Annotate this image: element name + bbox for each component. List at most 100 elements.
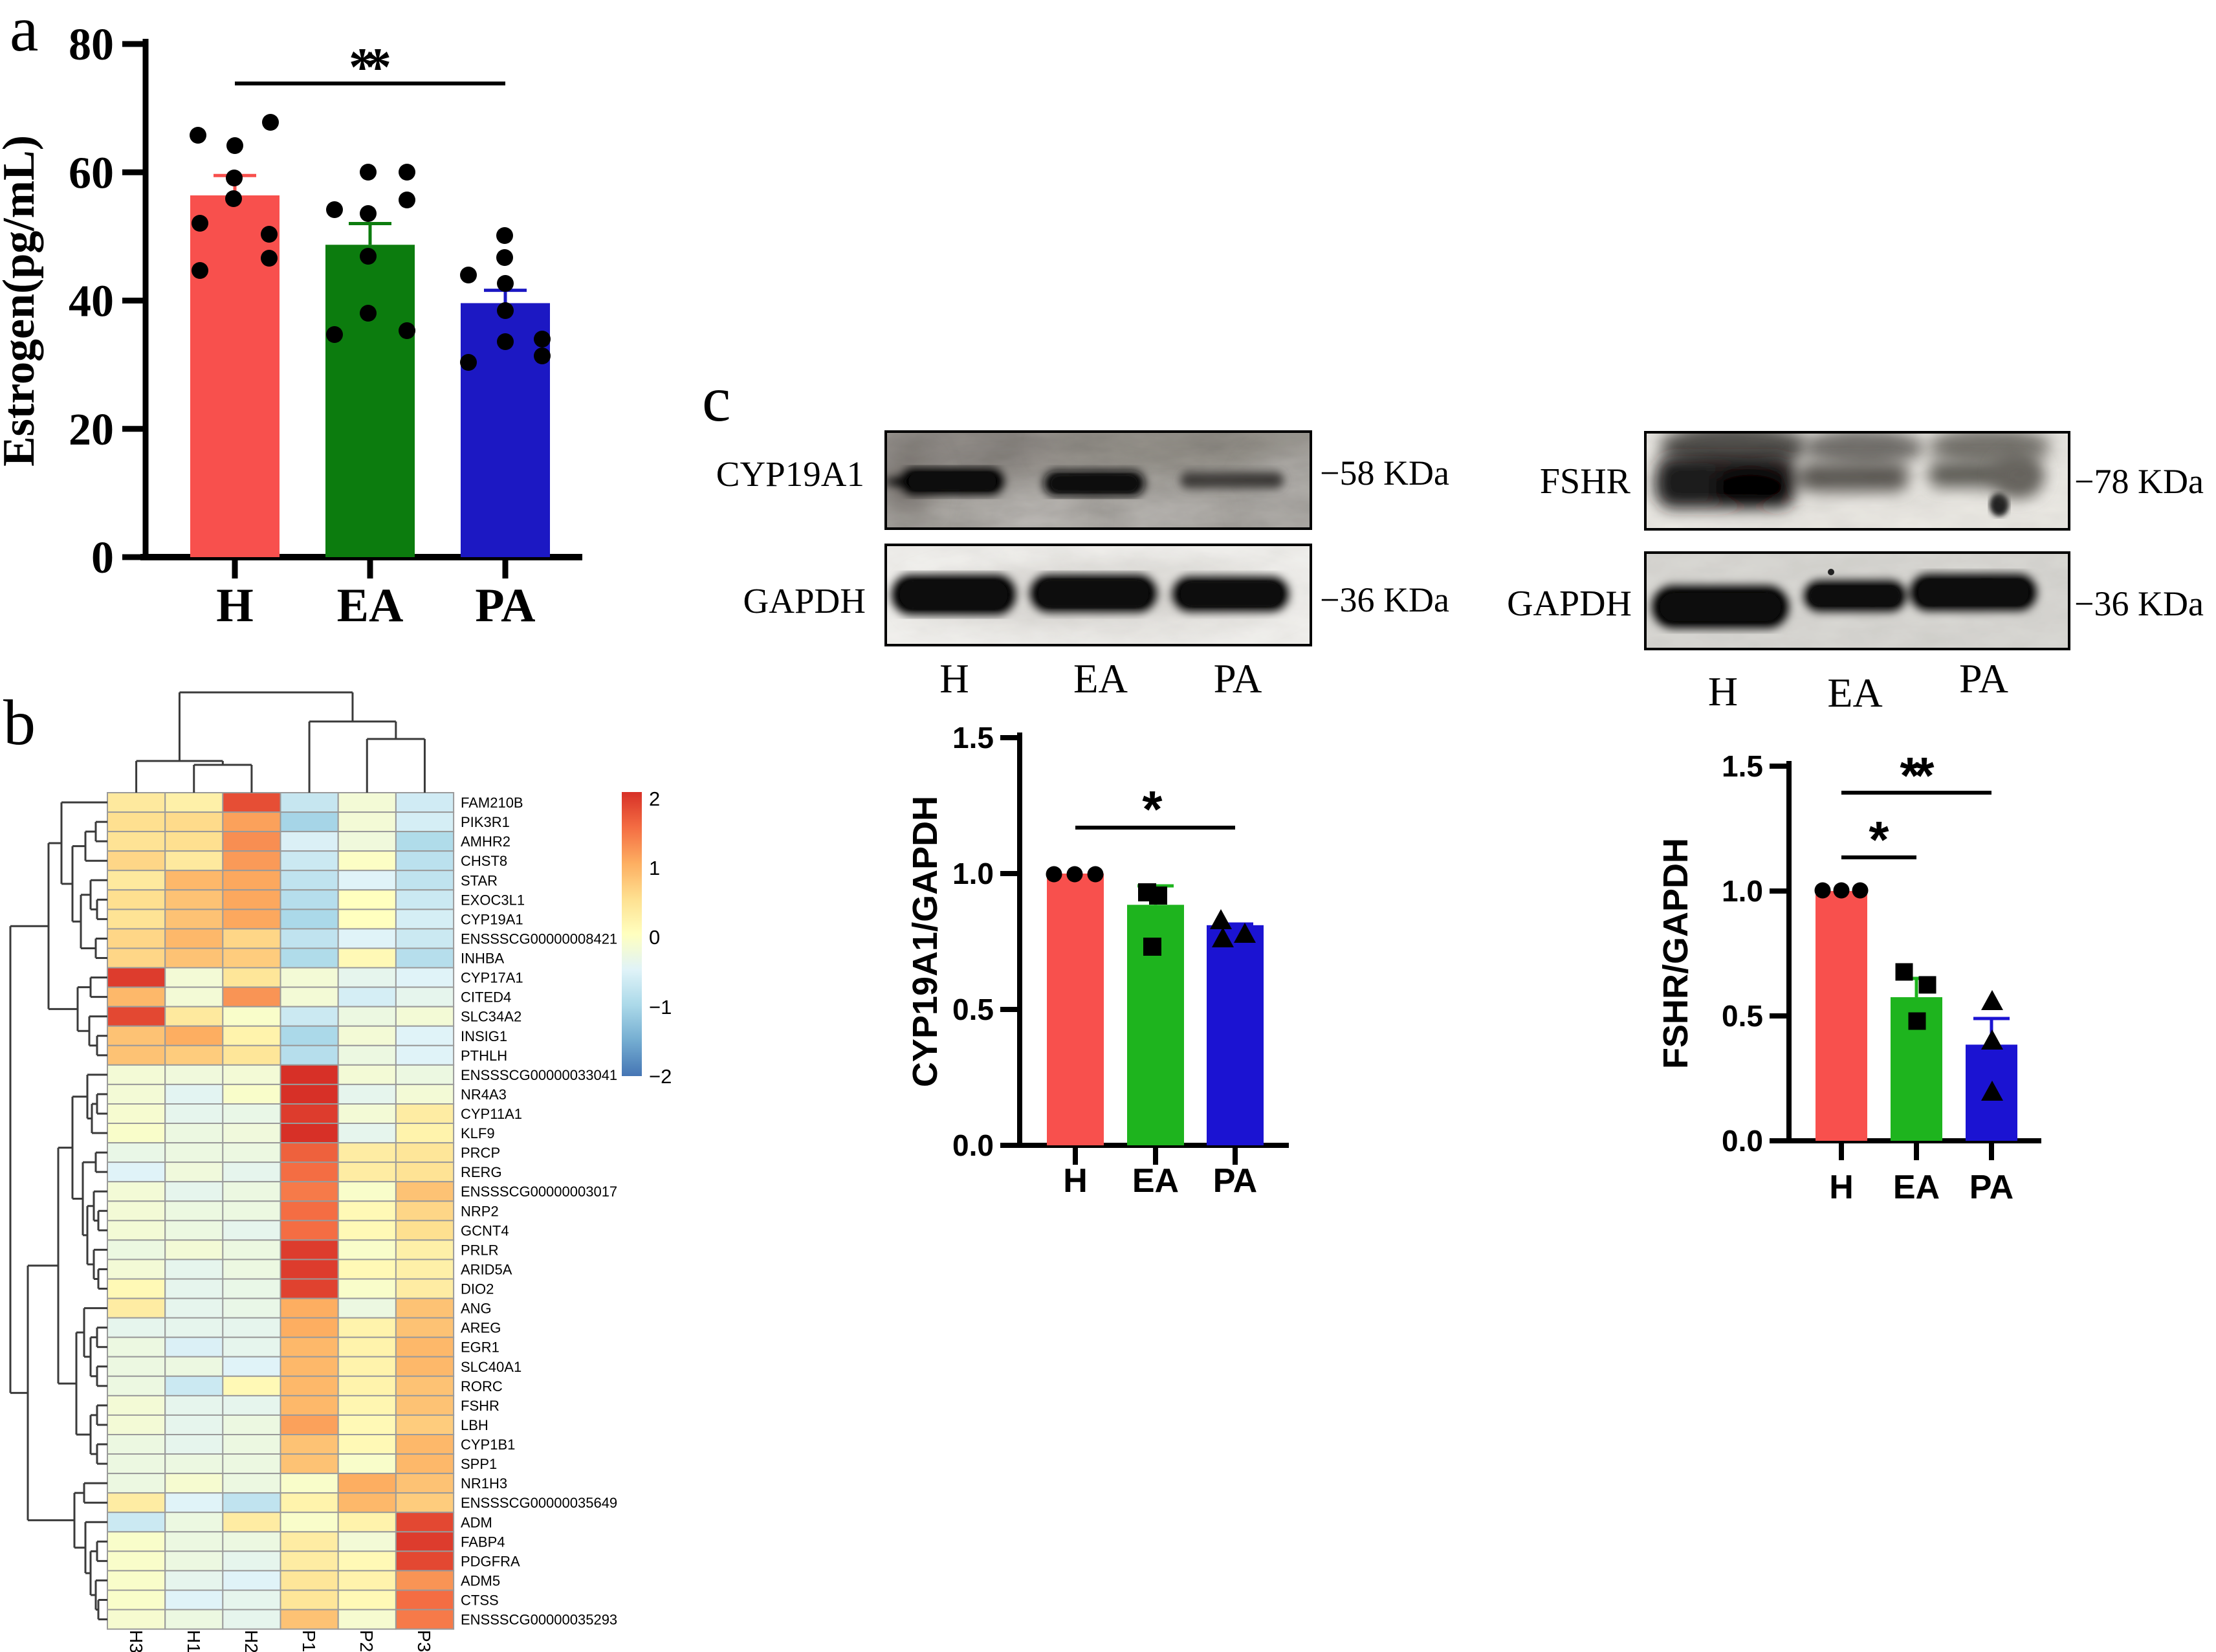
svg-text:H1: H1 [184, 1630, 204, 1652]
svg-text:NR4A3: NR4A3 [461, 1086, 507, 1103]
svg-text:a: a [10, 0, 38, 65]
svg-text:PDGFRA: PDGFRA [461, 1553, 520, 1569]
svg-text:CITED4: CITED4 [461, 989, 511, 1006]
svg-text:SLC34A2: SLC34A2 [461, 1009, 521, 1025]
svg-text:2: 2 [649, 787, 660, 810]
svg-text:P1: P1 [299, 1630, 319, 1652]
svg-text:b: b [3, 687, 36, 758]
svg-text:P3: P3 [414, 1630, 434, 1652]
svg-text:INSIG1: INSIG1 [461, 1028, 507, 1044]
svg-text:1.5: 1.5 [1722, 749, 1763, 783]
svg-text:0.0: 0.0 [1722, 1124, 1763, 1158]
svg-text:P2: P2 [357, 1630, 377, 1652]
svg-text:−1: −1 [649, 996, 672, 1019]
svg-text:0.5: 0.5 [1722, 999, 1763, 1033]
svg-text:DIO2: DIO2 [461, 1281, 494, 1297]
svg-text:Estrogen(pg/mL): Estrogen(pg/mL) [0, 135, 44, 467]
svg-text:INHBA: INHBA [461, 951, 505, 967]
svg-text:CYP11A1: CYP11A1 [461, 1106, 522, 1122]
svg-text:H: H [1063, 1162, 1088, 1200]
svg-text:H: H [939, 656, 969, 701]
svg-text:EA: EA [1073, 656, 1128, 701]
svg-text:*: * [1914, 747, 1935, 804]
svg-text:RERG: RERG [461, 1164, 502, 1180]
svg-text:FSHR: FSHR [461, 1398, 499, 1414]
svg-text:PA: PA [1959, 655, 2008, 701]
svg-text:EA: EA [1827, 670, 1882, 716]
svg-text:LBH: LBH [461, 1417, 488, 1433]
svg-text:PRLR: PRLR [461, 1242, 499, 1258]
svg-text:ADM5: ADM5 [461, 1572, 500, 1589]
svg-text:ENSSSCG00000003017: ENSSSCG00000003017 [461, 1184, 617, 1200]
svg-text:1.5: 1.5 [952, 721, 994, 754]
svg-text:EGR1: EGR1 [461, 1339, 499, 1356]
svg-text:0: 0 [91, 533, 114, 583]
svg-text:ENSSSCG00000008421: ENSSSCG00000008421 [461, 931, 617, 947]
svg-text:*: * [1142, 780, 1163, 838]
svg-text:0.0: 0.0 [952, 1129, 994, 1162]
svg-text:ANG: ANG [461, 1301, 492, 1317]
svg-text:CYP1B1: CYP1B1 [461, 1437, 515, 1453]
svg-text:H: H [216, 579, 254, 632]
svg-text:CYP17A1: CYP17A1 [461, 970, 523, 986]
svg-text:ENSSSCG00000035649: ENSSSCG00000035649 [461, 1495, 617, 1511]
svg-text:1: 1 [649, 857, 660, 879]
svg-text:KLF9: KLF9 [461, 1125, 495, 1141]
svg-text:GCNT4: GCNT4 [461, 1222, 509, 1239]
svg-text:FSHR: FSHR [1540, 461, 1631, 501]
svg-text:FAM210B: FAM210B [461, 795, 523, 811]
svg-text:EA: EA [1893, 1169, 1940, 1206]
svg-text:1.0: 1.0 [1722, 874, 1763, 908]
svg-text:GAPDH: GAPDH [743, 581, 866, 621]
svg-text:ENSSSCG00000035293: ENSSSCG00000035293 [461, 1612, 617, 1628]
svg-text:PA: PA [1214, 656, 1262, 701]
svg-text:NRP2: NRP2 [461, 1203, 499, 1219]
svg-text:PTHLH: PTHLH [461, 1048, 507, 1064]
svg-text:ARID5A: ARID5A [461, 1261, 512, 1277]
svg-text:80: 80 [69, 20, 114, 70]
svg-text:STAR: STAR [461, 872, 498, 888]
svg-text:SLC40A1: SLC40A1 [461, 1359, 521, 1375]
svg-text:40: 40 [69, 277, 114, 327]
svg-text:GAPDH: GAPDH [1507, 584, 1632, 624]
svg-text:−58 KDa: −58 KDa [1320, 454, 1449, 492]
svg-text:PA: PA [1969, 1169, 2013, 1206]
svg-text:c: c [702, 363, 730, 435]
svg-text:−36 KDa: −36 KDa [2074, 584, 2204, 623]
svg-text:CYP19A1: CYP19A1 [716, 454, 864, 494]
svg-text:−2: −2 [649, 1065, 672, 1088]
svg-text:EA: EA [337, 579, 404, 632]
svg-text:SPP1: SPP1 [461, 1456, 497, 1472]
svg-text:0.5: 0.5 [952, 993, 994, 1026]
svg-text:EA: EA [1132, 1162, 1179, 1200]
svg-text:ADM: ADM [461, 1514, 492, 1530]
svg-text:*: * [364, 37, 392, 98]
svg-text:CHST8: CHST8 [461, 853, 507, 869]
svg-text:−36 KDa: −36 KDa [1320, 580, 1449, 619]
svg-text:1.0: 1.0 [952, 857, 994, 890]
svg-text:ENSSSCG00000033041: ENSSSCG00000033041 [461, 1067, 617, 1083]
svg-text:FABP4: FABP4 [461, 1534, 505, 1550]
svg-text:*: * [1869, 811, 1889, 868]
svg-text:EXOC3L1: EXOC3L1 [461, 892, 525, 908]
svg-text:CYP19A1: CYP19A1 [461, 911, 523, 927]
svg-text:*: * [349, 37, 377, 98]
svg-text:PA: PA [1213, 1162, 1257, 1200]
svg-text:PRCP: PRCP [461, 1145, 500, 1161]
svg-text:RORC: RORC [461, 1378, 503, 1394]
svg-text:H2: H2 [241, 1630, 261, 1652]
svg-text:PA: PA [475, 579, 535, 632]
svg-text:H: H [1829, 1169, 1854, 1206]
svg-text:20: 20 [69, 405, 114, 455]
svg-text:CYP19A1/GAPDH: CYP19A1/GAPDH [906, 796, 945, 1087]
svg-text:AREG: AREG [461, 1320, 501, 1336]
svg-text:*: * [1900, 747, 1920, 804]
svg-text:−78 KDa: −78 KDa [2074, 462, 2204, 501]
svg-text:NR1H3: NR1H3 [461, 1475, 507, 1492]
svg-text:60: 60 [69, 148, 114, 198]
svg-text:CTSS: CTSS [461, 1592, 499, 1608]
svg-text:H: H [1708, 668, 1738, 714]
svg-text:FSHR/GAPDH: FSHR/GAPDH [1656, 838, 1695, 1069]
svg-text:AMHR2: AMHR2 [461, 833, 510, 850]
svg-text:H3: H3 [126, 1630, 146, 1652]
